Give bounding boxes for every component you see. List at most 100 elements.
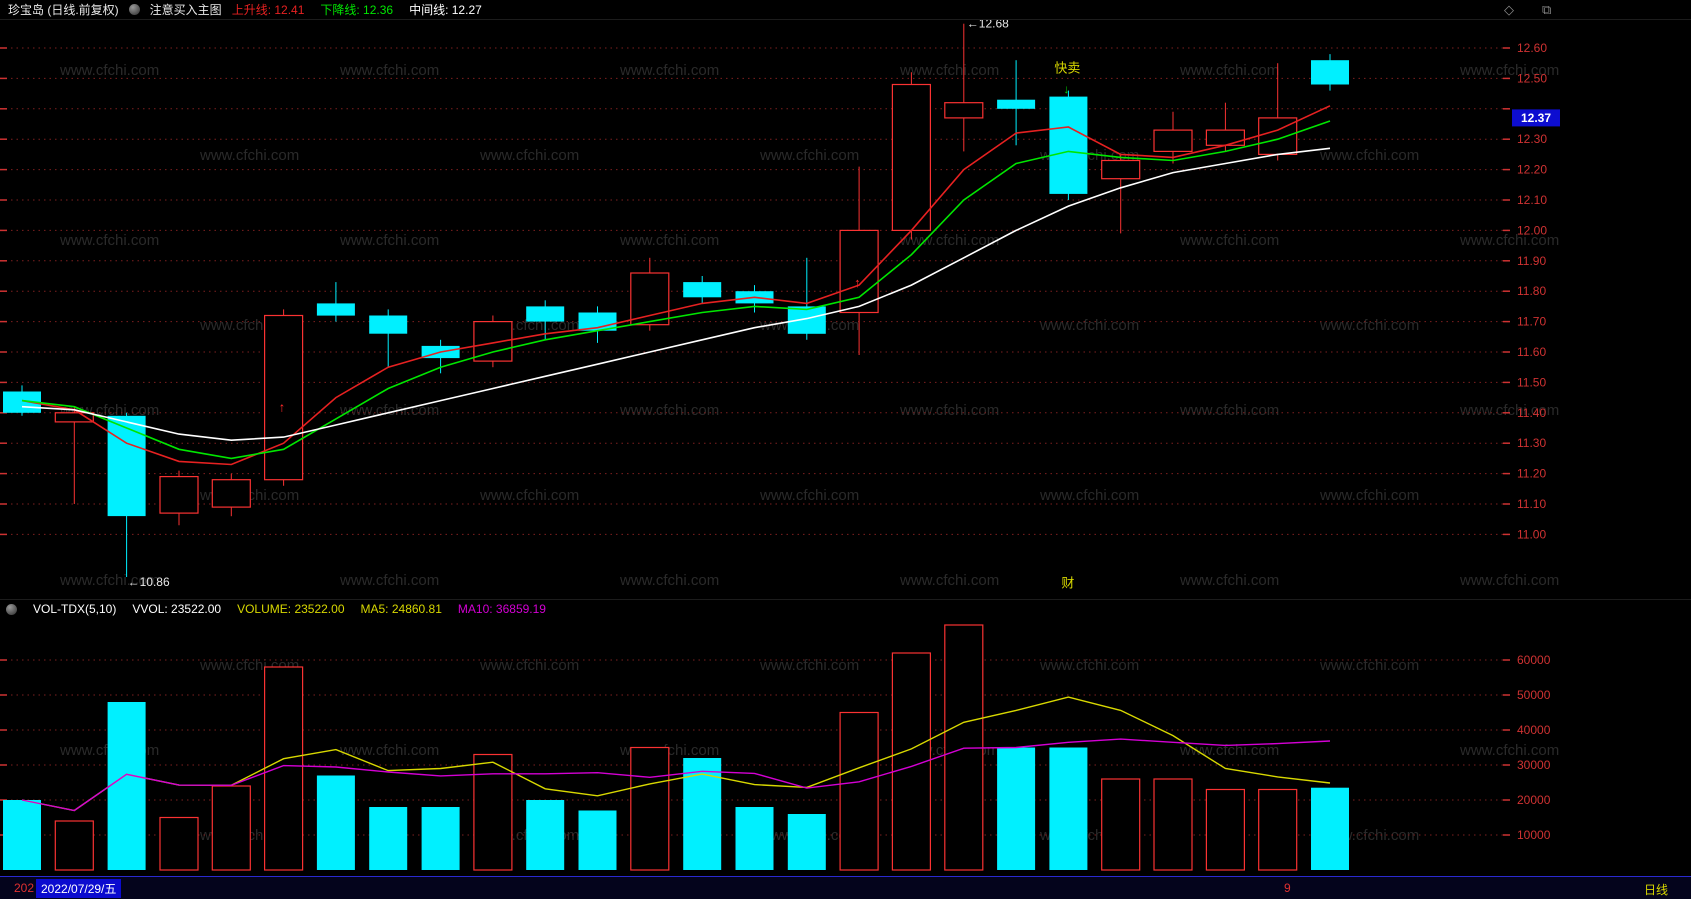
svg-text:www.cfchi.com: www.cfchi.com — [59, 62, 159, 79]
svg-text:www.cfchi.com: www.cfchi.com — [759, 147, 859, 164]
svg-text:12.37: 12.37 — [1521, 111, 1551, 125]
svg-text:↑: ↑ — [854, 275, 861, 290]
volume-bar — [1049, 747, 1088, 870]
svg-text:www.cfchi.com: www.cfchi.com — [619, 232, 719, 249]
svg-text:www.cfchi.com: www.cfchi.com — [759, 657, 859, 674]
svg-text:www.cfchi.com: www.cfchi.com — [899, 232, 999, 249]
volume-bar — [264, 666, 304, 871]
svg-text:www.cfchi.com: www.cfchi.com — [1039, 317, 1139, 334]
svg-text:www.cfchi.com: www.cfchi.com — [339, 232, 439, 249]
svg-text:12.00: 12.00 — [1517, 223, 1547, 237]
svg-text:www.cfchi.com: www.cfchi.com — [1459, 402, 1559, 419]
svg-text:11.30: 11.30 — [1517, 436, 1546, 450]
svg-text:11.20: 11.20 — [1517, 467, 1546, 481]
price-grid — [0, 47, 1510, 536]
stock-title: 珍宝岛 (日线.前复权) — [8, 3, 119, 17]
indicator-cycle-icon[interactable] — [128, 4, 140, 15]
svg-text:www.cfchi.com: www.cfchi.com — [59, 572, 159, 589]
svg-text:20000: 20000 — [1517, 793, 1551, 807]
volume-bar — [630, 746, 670, 871]
svg-text:www.cfchi.com: www.cfchi.com — [1319, 147, 1419, 164]
candle — [787, 306, 826, 334]
svg-text:10000: 10000 — [1517, 828, 1551, 842]
svg-text:www.cfchi.com: www.cfchi.com — [1179, 232, 1279, 249]
diamond-icon[interactable]: ◇ — [1504, 2, 1514, 17]
svg-text:www.cfchi.com: www.cfchi.com — [1179, 402, 1279, 419]
svg-text:40000: 40000 — [1517, 723, 1551, 737]
svg-text:www.cfchi.com: www.cfchi.com — [479, 147, 579, 164]
svg-text:www.cfchi.com: www.cfchi.com — [899, 62, 999, 79]
volume-bar — [1258, 788, 1298, 871]
svg-text:↓: ↓ — [1063, 82, 1069, 96]
volume-bar — [1205, 788, 1246, 871]
price-axis-labels: 12.60 12.50 12.30 12.20 12.10 12.00 11.90 11.80… — [1517, 41, 1547, 541]
candle — [1311, 60, 1349, 85]
volume-bar — [3, 800, 41, 870]
legend-item: VOLUME: 23522.00 — [237, 602, 345, 616]
selected-date-box[interactable]: 2022/07/29/五 — [36, 879, 122, 898]
legend-item: VOL-TDX(5,10) — [33, 602, 117, 616]
svg-text:12.20: 12.20 — [1517, 163, 1547, 177]
volume-bar — [839, 711, 879, 871]
volume-bar — [526, 800, 565, 870]
svg-text:←10.86: ←10.86 — [128, 575, 170, 589]
candle — [107, 415, 146, 517]
svg-text:12.10: 12.10 — [1517, 193, 1547, 207]
indicator-legend: 上升线: 12.41 下降线: 12.36 中间线: 12.27 — [232, 1, 498, 18]
volume-bar — [1153, 778, 1193, 871]
candle — [369, 315, 408, 334]
svg-text:www.cfchi.com: www.cfchi.com — [1319, 317, 1419, 334]
candle — [211, 479, 251, 508]
date-axis-bar: 202 2022/07/29/五 9 日线 — [0, 876, 1691, 899]
date-label-partial-left: 202 — [14, 881, 35, 895]
svg-text:www.cfchi.com: www.cfchi.com — [899, 572, 999, 589]
volume-bar — [421, 807, 460, 870]
svg-text:www.cfchi.com: www.cfchi.com — [59, 232, 159, 249]
volume-bar — [1311, 787, 1349, 870]
volume-bar — [787, 814, 826, 870]
annotations: ←12.68 ←10.86 快卖 ↓ 财 ↑ ↑ — [128, 17, 1081, 591]
svg-text:www.cfchi.com: www.cfchi.com — [339, 62, 439, 79]
volume-bar — [473, 753, 513, 871]
date-label-partial-right: 9 — [1284, 881, 1291, 895]
svg-text:60000: 60000 — [1517, 653, 1551, 667]
svg-text:www.cfchi.com: www.cfchi.com — [1039, 657, 1139, 674]
svg-text:30000: 30000 — [1517, 758, 1551, 772]
svg-text:11.80: 11.80 — [1517, 284, 1546, 298]
volume-bar — [316, 775, 355, 870]
svg-text:www.cfchi.com: www.cfchi.com — [199, 147, 299, 164]
svg-text:www.cfchi.com: www.cfchi.com — [1459, 232, 1559, 249]
svg-text:www.cfchi.com: www.cfchi.com — [1039, 487, 1139, 504]
panes-icon[interactable]: ⧉ — [1542, 2, 1552, 17]
volume-bar — [54, 820, 94, 871]
svg-text:www.cfchi.com: www.cfchi.com — [1319, 657, 1419, 674]
title-bar: 珍宝岛 (日线.前复权) 注意买入主图 上升线: 12.41 下降线: 12.36… — [0, 0, 1691, 20]
svg-text:↑: ↑ — [279, 400, 286, 415]
volume-bar — [578, 810, 617, 870]
svg-text:www.cfchi.com: www.cfchi.com — [619, 402, 719, 419]
svg-text:www.cfchi.com: www.cfchi.com — [479, 657, 579, 674]
svg-text:www.cfchi.com: www.cfchi.com — [1459, 62, 1559, 79]
price-ma-lines — [21, 105, 1331, 466]
svg-text:www.cfchi.com: www.cfchi.com — [479, 487, 579, 504]
period-label[interactable]: 日线 — [1644, 883, 1669, 897]
candle — [1101, 159, 1141, 180]
legend-item: 下降线: 12.36 — [320, 3, 394, 17]
candle — [1153, 129, 1193, 153]
svg-text:11.60: 11.60 — [1517, 345, 1546, 359]
svg-text:www.cfchi.com: www.cfchi.com — [759, 487, 859, 504]
svg-text:财: 财 — [1061, 576, 1074, 591]
volume-bar — [735, 807, 774, 870]
svg-text:12.50: 12.50 — [1517, 71, 1547, 85]
candle — [1205, 129, 1246, 146]
svg-text:www.cfchi.com: www.cfchi.com — [1179, 62, 1279, 79]
main-indicator-name[interactable]: 注意买入主图 — [149, 3, 222, 17]
volume-bar — [107, 702, 146, 870]
legend-item: MA5: 24860.81 — [360, 602, 442, 616]
svg-text:50000: 50000 — [1517, 688, 1551, 702]
volume-indicator-cycle-icon[interactable] — [6, 603, 17, 615]
volume-legend: VOL-TDX(5,10) VVOL: 23522.00 VOLUME: 23522… — [33, 602, 562, 616]
volume-ma-lines — [21, 696, 1331, 812]
svg-text:12.60: 12.60 — [1517, 41, 1547, 55]
